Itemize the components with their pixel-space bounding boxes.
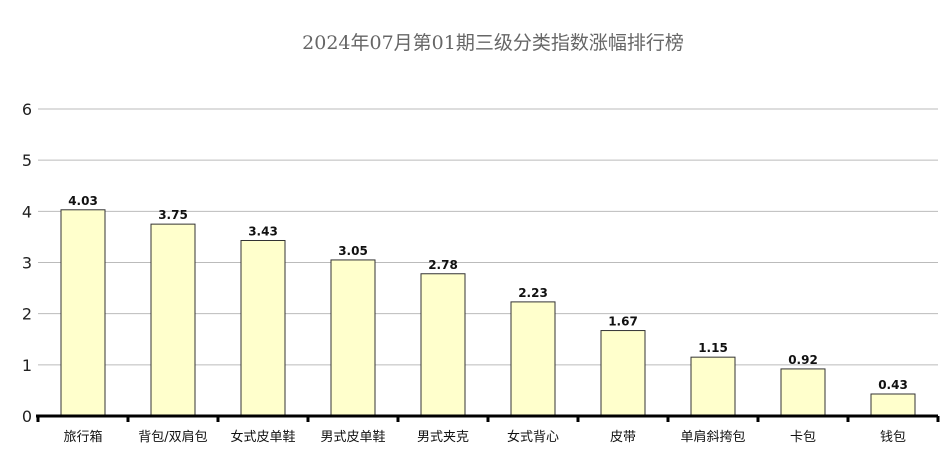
y-tick-label-6: 6 <box>22 100 32 119</box>
bar-9 <box>870 393 916 417</box>
bars <box>60 209 916 417</box>
category-label-0: 旅行箱 <box>63 429 102 445</box>
bar-4 <box>420 273 466 417</box>
y-tick-label-5: 5 <box>22 151 32 170</box>
value-label-4: 2.78 <box>428 258 458 272</box>
bar-3 <box>330 259 376 417</box>
category-label-1: 背包/双肩包 <box>138 429 207 445</box>
category-label-9: 钱包 <box>880 430 906 445</box>
value-label-0: 4.03 <box>68 194 98 208</box>
value-label-2: 3.43 <box>248 224 278 238</box>
y-tick-label-2: 2 <box>22 305 32 324</box>
bar-1 <box>150 223 196 417</box>
category-label-5: 女式背心 <box>507 429 559 445</box>
bar-8 <box>780 368 826 417</box>
y-tick-label-0: 0 <box>22 407 32 426</box>
value-label-8: 0.92 <box>788 353 818 367</box>
bar-7 <box>690 356 736 417</box>
y-tick-label-4: 4 <box>22 202 32 221</box>
chart-title: 2024年07月第01期三级分类指数涨幅排行榜 <box>302 32 684 54</box>
bar-0 <box>60 209 106 417</box>
x-axis <box>36 414 940 422</box>
value-label-7: 1.15 <box>698 341 728 355</box>
value-label-1: 3.75 <box>158 208 188 222</box>
category-label-2: 女式皮单鞋 <box>230 429 295 445</box>
category-label-6: 皮带 <box>610 430 636 445</box>
value-label-9: 0.43 <box>878 378 908 392</box>
y-tick-label-3: 3 <box>22 254 32 273</box>
value-label-5: 2.23 <box>518 286 548 300</box>
category-label-3: 男式皮单鞋 <box>320 429 385 445</box>
bar-6 <box>600 330 646 417</box>
value-label-6: 1.67 <box>608 315 638 329</box>
bar-5 <box>510 301 556 417</box>
category-label-7: 单肩斜挎包 <box>680 429 745 445</box>
y-axis-ticks: 0 1 2 3 4 5 6 <box>22 100 32 426</box>
value-labels: 4.03 3.75 3.43 3.05 2.78 2.23 1.67 1.15 0.92 0.43 <box>68 194 908 392</box>
y-tick-label-1: 1 <box>22 356 32 375</box>
category-labels: 旅行箱 背包/双肩包 女式皮单鞋 男式皮单鞋 男式夹克 女式背心 皮带 单肩斜挎包 卡包 钱包 <box>63 429 906 445</box>
value-label-3: 3.05 <box>338 244 368 258</box>
category-label-4: 男式夹克 <box>417 430 469 445</box>
bar-2 <box>240 239 286 417</box>
category-label-8: 卡包 <box>790 430 816 445</box>
